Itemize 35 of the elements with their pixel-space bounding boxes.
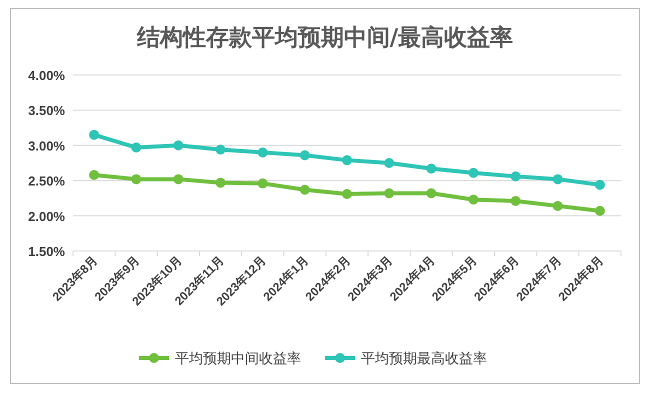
point — [552, 174, 563, 184]
legend-label: 平均预期中间收益率 — [175, 350, 301, 366]
point — [300, 150, 310, 160]
y-tick-label: 2.50% — [28, 174, 66, 189]
point — [510, 171, 521, 182]
point — [510, 196, 521, 206]
point — [384, 188, 394, 198]
point — [173, 140, 184, 150]
point — [258, 178, 268, 188]
legend-label: 平均预期最高收益率 — [361, 350, 487, 366]
y-tick-label: 3.50% — [28, 103, 66, 118]
point — [342, 188, 352, 199]
point — [468, 194, 478, 205]
point — [426, 188, 436, 198]
y-tick-label: 1.50% — [28, 244, 66, 259]
chart-title: 结构性存款平均预期中间/最高收益率 — [136, 24, 514, 51]
point — [384, 158, 394, 168]
point — [89, 170, 100, 180]
point — [594, 206, 605, 216]
y-tick-label: 4.00% — [28, 68, 66, 83]
point — [300, 184, 310, 195]
point — [426, 164, 436, 174]
y-tick-label: 3.00% — [28, 138, 66, 154]
point — [89, 130, 100, 140]
y-tick-label: 2.00% — [28, 208, 66, 224]
point — [216, 144, 226, 155]
point — [216, 178, 226, 188]
point — [468, 168, 478, 178]
point — [258, 147, 268, 158]
point — [552, 200, 563, 211]
point — [173, 174, 184, 184]
point — [594, 180, 605, 190]
point — [342, 155, 352, 166]
point — [131, 142, 142, 153]
point — [131, 174, 142, 184]
